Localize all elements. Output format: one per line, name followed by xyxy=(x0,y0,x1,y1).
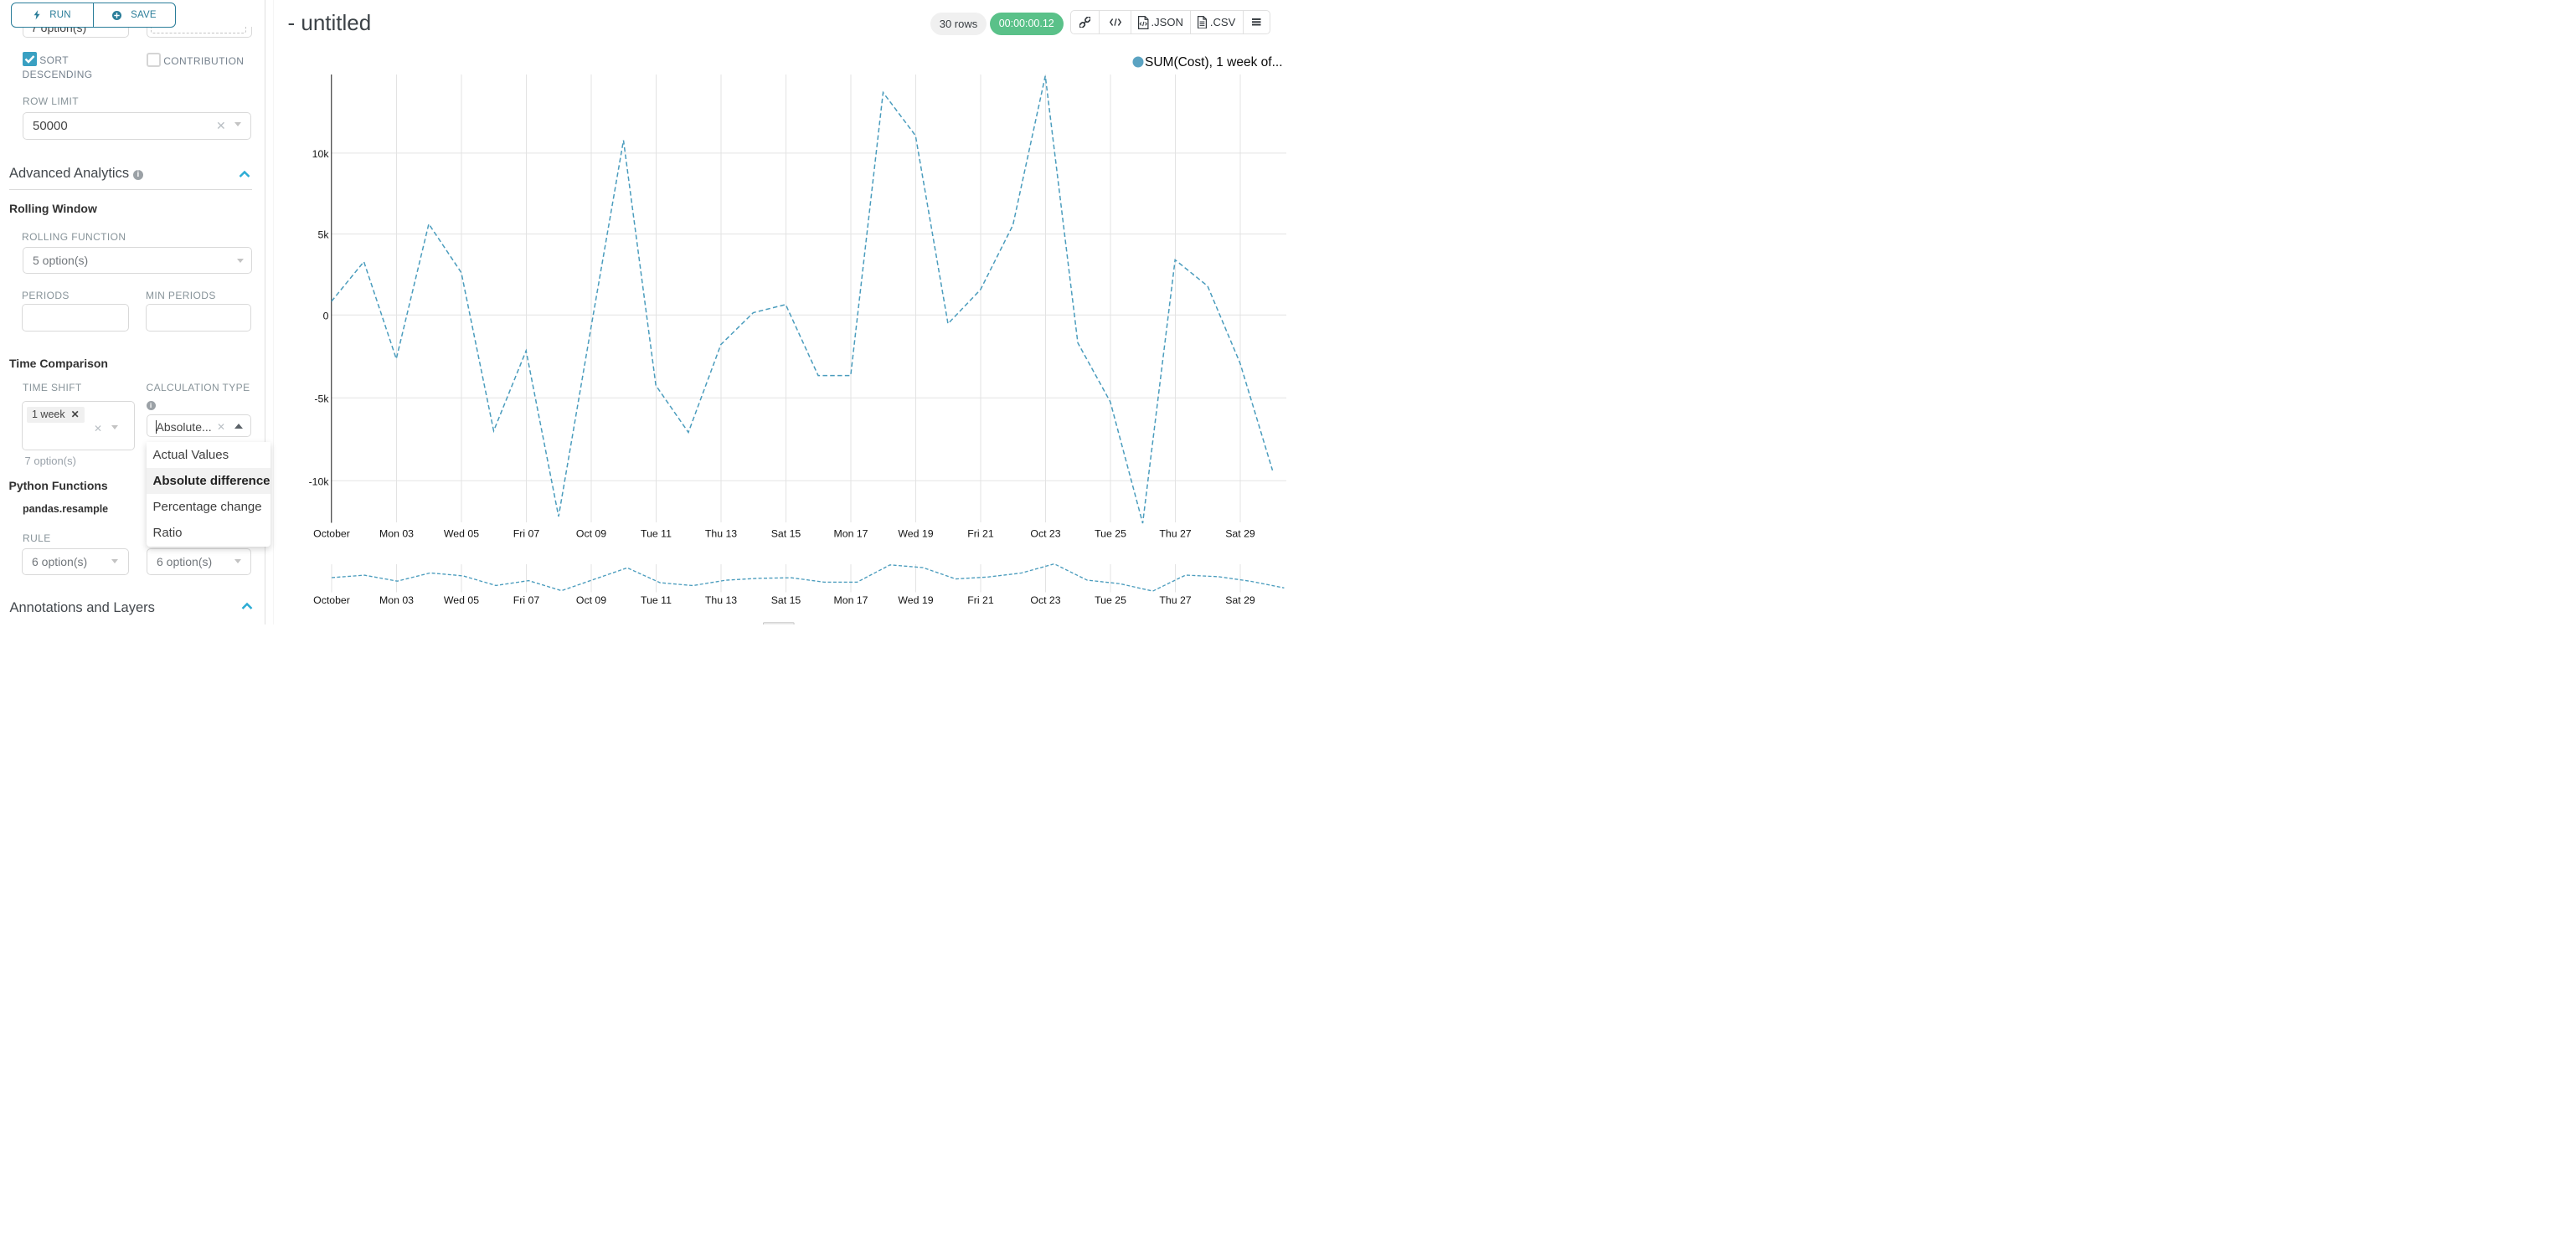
svg-text:Tue 25: Tue 25 xyxy=(1095,594,1126,606)
svg-text:Thu 13: Thu 13 xyxy=(705,527,737,539)
svg-text:October: October xyxy=(313,594,350,606)
svg-text:Oct 09: Oct 09 xyxy=(576,527,606,539)
svg-text:Fri 07: Fri 07 xyxy=(513,527,540,539)
svg-text:Wed 05: Wed 05 xyxy=(444,594,479,606)
svg-text:Sat 15: Sat 15 xyxy=(771,527,801,539)
svg-text:Wed 19: Wed 19 xyxy=(898,527,933,539)
svg-text:Thu 27: Thu 27 xyxy=(1159,594,1191,606)
svg-text:Sat 15: Sat 15 xyxy=(771,594,801,606)
svg-text:0: 0 xyxy=(323,310,329,321)
svg-text:Mon 03: Mon 03 xyxy=(379,594,414,606)
svg-text:Sat 29: Sat 29 xyxy=(1225,594,1255,606)
svg-text:Oct 09: Oct 09 xyxy=(576,594,606,606)
svg-text:Fri 21: Fri 21 xyxy=(967,594,994,606)
svg-text:Fri 21: Fri 21 xyxy=(967,527,994,539)
svg-text:SUM(Cost), 1 week of...: SUM(Cost), 1 week of... xyxy=(1145,55,1283,69)
svg-text:Fri 07: Fri 07 xyxy=(513,594,540,606)
svg-text:Mon 17: Mon 17 xyxy=(833,527,868,539)
svg-text:Thu 27: Thu 27 xyxy=(1159,527,1191,539)
svg-text:Wed 05: Wed 05 xyxy=(444,527,479,539)
svg-text:October: October xyxy=(313,527,350,539)
svg-text:Oct 23: Oct 23 xyxy=(1030,527,1060,539)
svg-text:Tue 25: Tue 25 xyxy=(1095,527,1126,539)
svg-text:Tue 11: Tue 11 xyxy=(641,594,672,606)
svg-text:Wed 19: Wed 19 xyxy=(898,594,933,606)
svg-text:10k: 10k xyxy=(312,148,330,160)
svg-text:Thu 13: Thu 13 xyxy=(705,594,737,606)
svg-text:Mon 03: Mon 03 xyxy=(379,527,414,539)
svg-text:-5k: -5k xyxy=(314,393,329,404)
svg-text:-10k: -10k xyxy=(309,475,330,487)
svg-text:Tue 11: Tue 11 xyxy=(641,527,672,539)
svg-text:Oct 23: Oct 23 xyxy=(1030,594,1060,606)
svg-text:Sat 29: Sat 29 xyxy=(1225,527,1255,539)
svg-text:5k: 5k xyxy=(318,229,330,241)
svg-text:Mon 17: Mon 17 xyxy=(833,594,868,606)
